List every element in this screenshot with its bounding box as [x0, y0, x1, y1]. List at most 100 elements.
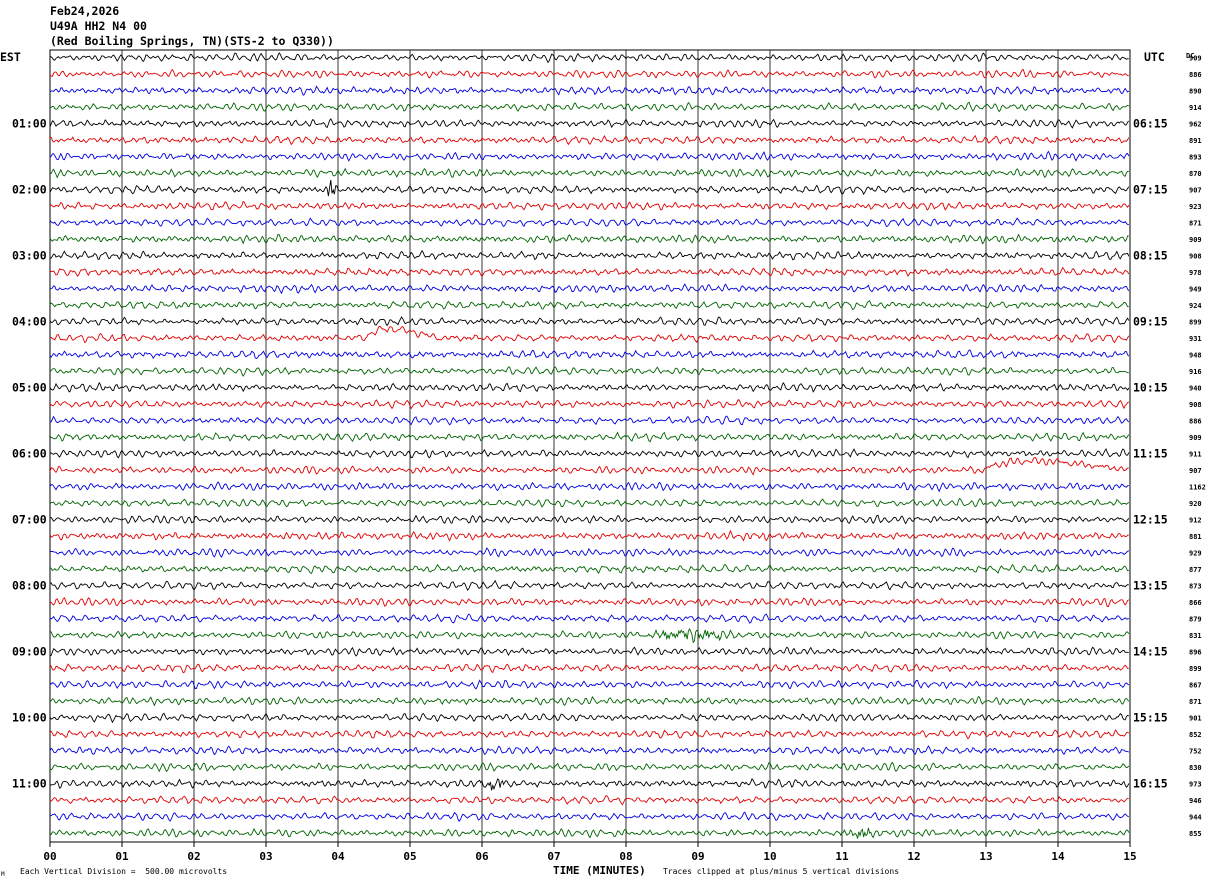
dc-value-label: 901: [1189, 715, 1202, 723]
trace-line: [49, 563, 1129, 574]
x-tick-label: 00: [43, 850, 56, 863]
trace-line: [49, 481, 1129, 493]
trace-line: [49, 349, 1130, 360]
trace-lines: [49, 52, 1130, 839]
dc-value-label: 912: [1189, 517, 1202, 525]
dc-value-label: 909: [1189, 55, 1202, 63]
dc-value-label: 978: [1189, 269, 1202, 277]
trace-line: [49, 325, 1130, 344]
trace-line: [49, 217, 1129, 228]
est-timezone-label: EST: [0, 50, 21, 64]
trace-line: [49, 316, 1130, 327]
trace-line: [49, 745, 1129, 756]
dc-value-label: 948: [1189, 352, 1202, 360]
trace-line: [49, 679, 1130, 690]
x-tick-label: 04: [331, 850, 345, 863]
clip-note: Traces clipped at plus/minus 5 vertical …: [663, 867, 900, 876]
est-hour-label: 03:00: [12, 249, 47, 263]
trace-line: [50, 249, 1130, 261]
dc-value-label: 830: [1189, 764, 1202, 772]
dc-value-label: 870: [1189, 170, 1202, 178]
dc-value-label: 924: [1189, 302, 1202, 310]
dc-value-label: 893: [1189, 154, 1202, 162]
dc-value-label: 1162: [1189, 484, 1206, 492]
x-tick-label: 08: [619, 850, 632, 863]
trace-line: [49, 68, 1129, 79]
dc-value-label: 866: [1189, 599, 1202, 607]
trace-line: [49, 811, 1129, 822]
dc-value-label: 946: [1189, 797, 1202, 805]
trace-line: [49, 795, 1129, 806]
dc-value-label: 881: [1189, 533, 1202, 541]
est-hour-label: 02:00: [12, 183, 47, 197]
dc-value-label: 962: [1189, 121, 1202, 129]
dc-value-label: 867: [1189, 682, 1202, 690]
trace-line: [49, 134, 1130, 146]
grid: [49, 49, 1131, 847]
x-tick-label: 09: [691, 850, 704, 863]
dc-column-label: DC: [1186, 52, 1194, 60]
trace-line: [49, 646, 1129, 657]
trace-line: [49, 597, 1130, 608]
dc-value-label: 886: [1189, 418, 1202, 426]
x-tick-label: 06: [475, 850, 489, 863]
dc-value-label: 871: [1189, 220, 1202, 228]
est-hour-label: 04:00: [12, 315, 47, 329]
utc-hour-label: 06:15: [1133, 117, 1168, 131]
utc-hour-label: 12:15: [1133, 513, 1168, 527]
trace-line: [49, 52, 1129, 64]
location-label: (Red Boiling Springs, TN)(STS-2 to Q330)…: [50, 34, 334, 48]
dc-value-label: 855: [1189, 830, 1202, 838]
trace-line: [49, 514, 1130, 525]
dc-value-label: 886: [1189, 71, 1202, 79]
x-tick-label: 15: [1123, 850, 1136, 863]
utc-hour-label: 07:15: [1133, 183, 1168, 197]
utc-hour-label: 13:15: [1133, 579, 1168, 593]
trace-line: [49, 663, 1129, 674]
dc-value-label: 914: [1189, 104, 1202, 112]
trace-line: [49, 266, 1130, 278]
vertical-division-note: Each Vertical Division = 500.00 microvol…: [20, 867, 228, 876]
utc-timezone-label: UTC: [1144, 50, 1165, 64]
est-hour-label: 05:00: [12, 381, 47, 395]
dc-value-label: 873: [1189, 583, 1202, 591]
station-label: U49A HH2 N4 00: [50, 19, 147, 33]
trace-line: [49, 547, 1130, 558]
trace-line: [49, 827, 1130, 839]
utc-hour-label: 10:15: [1133, 381, 1168, 395]
trace-line: [49, 300, 1129, 311]
dc-value-label: 907: [1189, 467, 1202, 475]
dc-value-label: 852: [1189, 731, 1202, 739]
trace-line: [49, 712, 1129, 724]
utc-hour-label: 08:15: [1133, 249, 1168, 263]
dc-value-label: 891: [1189, 137, 1202, 145]
dc-value-label: 949: [1189, 286, 1202, 294]
trace-line: [49, 628, 1130, 644]
dc-value-label: 916: [1189, 368, 1202, 376]
trace-line: [49, 233, 1129, 245]
dc-value-label: 890: [1189, 88, 1202, 96]
trace-line: [49, 448, 1130, 459]
trace-line: [49, 381, 1130, 393]
utc-hour-label: 14:15: [1133, 645, 1168, 659]
corner-mark: M: [1, 871, 5, 878]
dc-value-label: 879: [1189, 616, 1202, 624]
dc-value-label: 831: [1189, 632, 1202, 640]
est-hour-label: 07:00: [12, 513, 47, 527]
trace-line: [49, 101, 1129, 113]
plot-frame: [49, 49, 1131, 843]
trace-line: [49, 529, 1129, 542]
trace-line: [49, 398, 1130, 410]
dc-value-label: 940: [1189, 385, 1202, 393]
dc-value-label: 909: [1189, 434, 1202, 442]
dc-value-label: 944: [1189, 814, 1202, 822]
dc-value-label: 899: [1189, 319, 1202, 327]
trace-line: [49, 778, 1130, 791]
dc-value-label: 911: [1189, 451, 1202, 459]
trace-line: [49, 695, 1130, 707]
trace-line: [49, 579, 1129, 592]
plot-header: Feb24,2026 U49A HH2 N4 00 (Red Boiling S…: [50, 4, 334, 49]
x-tick-label: 01: [115, 850, 129, 863]
est-hour-label: 01:00: [12, 117, 47, 131]
